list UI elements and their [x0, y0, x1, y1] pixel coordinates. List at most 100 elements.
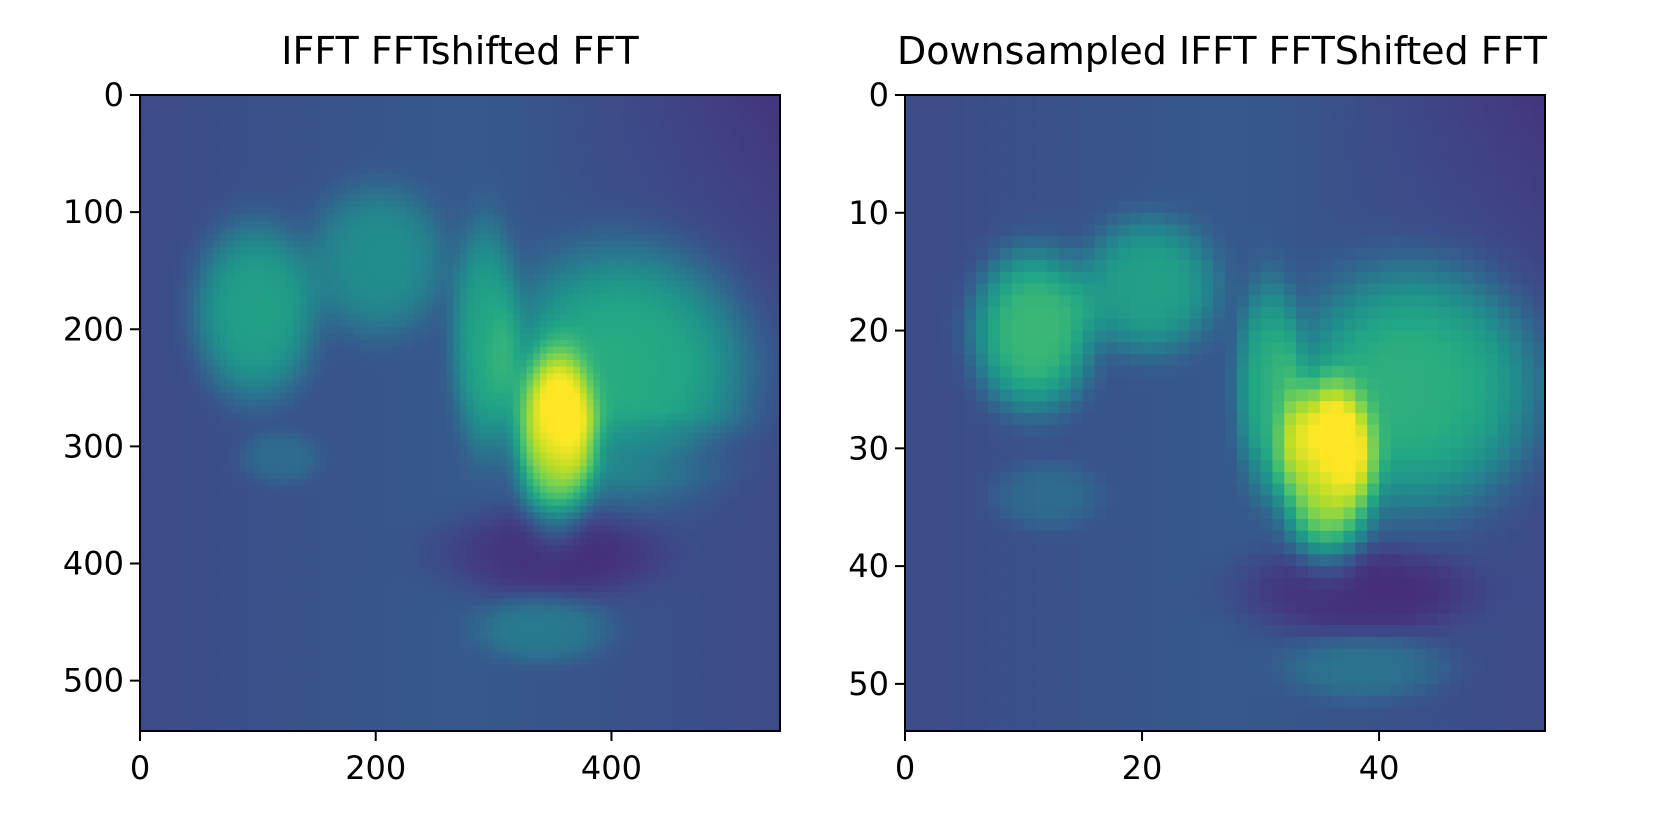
- left-heatmap-cell: [753, 154, 761, 162]
- left-heatmap-cell: [260, 181, 268, 189]
- left-heatmap-cell: [693, 154, 701, 162]
- left-heatmap-cell: [653, 432, 661, 441]
- left-heatmap-cell: [146, 181, 154, 189]
- left-heatmap-cell: [393, 360, 401, 368]
- left-heatmap-cell: [713, 399, 721, 407]
- left-heatmap-cell: [413, 340, 421, 348]
- left-heatmap-cell: [300, 220, 308, 229]
- left-heatmap-cell: [473, 101, 481, 109]
- left-heatmap-cell: [613, 254, 621, 262]
- left-heatmap-cell: [273, 154, 281, 162]
- left-heatmap-cell: [600, 360, 608, 368]
- left-heatmap-cell: [700, 260, 708, 268]
- left-heatmap-cell: [373, 399, 381, 407]
- left-heatmap-cell: [320, 141, 328, 149]
- left-heatmap-cell: [553, 313, 561, 321]
- left-heatmap-cell: [546, 95, 554, 103]
- left-heatmap-cell: [293, 413, 301, 421]
- left-heatmap-cell: [540, 194, 548, 202]
- left-heatmap-cell: [633, 340, 641, 348]
- left-heatmap-cell: [620, 426, 628, 434]
- left-heatmap-cell: [266, 260, 274, 268]
- left-heatmap-cell: [760, 267, 768, 275]
- left-heatmap-cell: [720, 148, 728, 156]
- left-heatmap-cell: [473, 326, 481, 335]
- left-heatmap-cell: [580, 326, 588, 335]
- left-heatmap-cell: [660, 313, 668, 321]
- left-heatmap-cell: [533, 207, 541, 215]
- left-heatmap-cell: [380, 346, 388, 354]
- left-heatmap-cell: [153, 181, 161, 189]
- left-heatmap-cell: [726, 220, 734, 229]
- left-heatmap-cell: [640, 214, 648, 222]
- left-heatmap-cell: [620, 95, 628, 103]
- left-heatmap-cell: [520, 393, 528, 401]
- left-heatmap-cell: [620, 108, 628, 116]
- left-heatmap-cell: [673, 207, 681, 215]
- left-heatmap-cell: [426, 353, 434, 361]
- left-heatmap-cell: [360, 267, 368, 275]
- left-heatmap-cell: [473, 373, 481, 381]
- left-heatmap-cell: [366, 273, 374, 282]
- left-heatmap-cell: [306, 148, 314, 156]
- left-heatmap-cell: [213, 287, 221, 295]
- left-heatmap-cell: [466, 300, 474, 308]
- left-heatmap-cell: [746, 386, 754, 394]
- left-heatmap-cell: [626, 280, 634, 288]
- left-heatmap-cell: [153, 148, 161, 156]
- left-heatmap-cell: [433, 340, 441, 348]
- left-heatmap-cell: [653, 181, 661, 189]
- left-heatmap-cell: [433, 207, 441, 215]
- left-heatmap-cell: [406, 267, 414, 275]
- left-heatmap-cell: [400, 187, 408, 195]
- left-heatmap-cell: [560, 121, 568, 129]
- left-heatmap-cell: [753, 148, 761, 156]
- left-heatmap-cell: [760, 154, 768, 162]
- left-heatmap-cell: [413, 379, 421, 388]
- left-heatmap-cell: [726, 101, 734, 109]
- left-heatmap-cell: [413, 293, 421, 301]
- left-heatmap-cell: [726, 254, 734, 262]
- left-heatmap-cell: [140, 320, 148, 328]
- left-heatmap-cell: [200, 247, 208, 255]
- left-heatmap-cell: [533, 300, 541, 308]
- left-heatmap-cell: [740, 128, 748, 136]
- left-heatmap-cell: [433, 108, 441, 116]
- left-heatmap-cell: [646, 181, 654, 189]
- left-heatmap-cell: [700, 426, 708, 434]
- left-heatmap-cell: [413, 406, 421, 414]
- left-heatmap-cell: [213, 161, 221, 169]
- left-heatmap-cell: [760, 247, 768, 255]
- left-heatmap-cell: [746, 134, 754, 142]
- left-heatmap-cell: [706, 187, 714, 195]
- left-heatmap-cell: [713, 313, 721, 321]
- left-heatmap-cell: [733, 260, 741, 268]
- left-heatmap-cell: [320, 194, 328, 202]
- left-heatmap-cell: [253, 413, 261, 421]
- left-heatmap-cell: [413, 353, 421, 361]
- left-heatmap-cell: [260, 432, 268, 441]
- left-heatmap-cell: [293, 234, 301, 242]
- left-heatmap-cell: [586, 254, 594, 262]
- left-heatmap-cell: [400, 432, 408, 441]
- left-heatmap-cell: [640, 114, 648, 123]
- left-heatmap-cell: [153, 386, 161, 394]
- left-heatmap-cell: [146, 194, 154, 202]
- left-heatmap-cell: [480, 340, 488, 348]
- left-heatmap-cell: [660, 134, 668, 142]
- left-heatmap-cell: [200, 240, 208, 248]
- left-heatmap-cell: [160, 419, 168, 427]
- left-heatmap-cell: [186, 267, 194, 275]
- left-heatmap-cell: [346, 154, 354, 162]
- left-heatmap-cell: [760, 280, 768, 288]
- left-heatmap-cell: [480, 114, 488, 123]
- left-heatmap-cell: [380, 187, 388, 195]
- left-heatmap-cell: [660, 300, 668, 308]
- left-heatmap-cell: [253, 320, 261, 328]
- left-heatmap-cell: [766, 114, 774, 123]
- left-heatmap-cell: [580, 379, 588, 388]
- left-heatmap-cell: [533, 214, 541, 222]
- left-heatmap-cell: [220, 333, 228, 341]
- left-heatmap-cell: [486, 220, 494, 229]
- left-heatmap-cell: [773, 240, 781, 248]
